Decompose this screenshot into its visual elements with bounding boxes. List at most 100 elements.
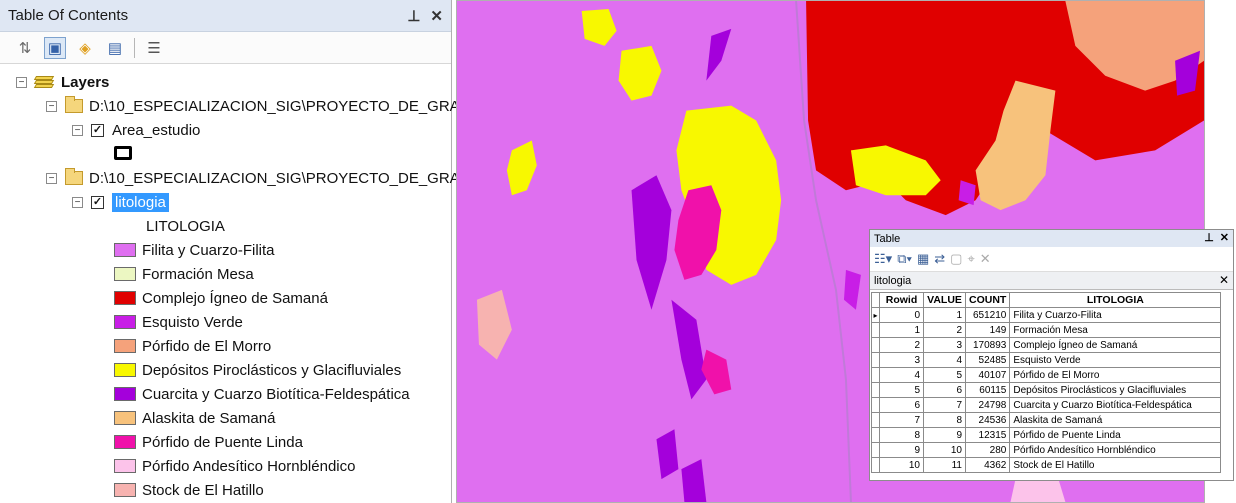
legend-swatch[interactable]: [114, 459, 136, 473]
row-selector[interactable]: [871, 322, 880, 338]
table-row[interactable]: 6 7 24798 Cuarcita y Cuarzo Biotítica-Felde…: [871, 397, 1222, 413]
pin-icon[interactable]: ⊥: [407, 8, 421, 25]
cell-value[interactable]: 11: [923, 457, 966, 473]
cell-value[interactable]: 7: [923, 397, 966, 413]
cell-count[interactable]: 149: [964, 322, 1011, 338]
close-icon[interactable]: ✕: [1219, 232, 1229, 244]
cell-litologia[interactable]: Pórfido de El Morro: [1009, 367, 1222, 383]
cell-count[interactable]: 24536: [964, 412, 1011, 428]
column-header-rowid[interactable]: Rowid: [879, 292, 924, 308]
legend-swatch[interactable]: [114, 315, 136, 329]
cell-count[interactable]: 60115: [964, 382, 1011, 398]
close-tab-icon[interactable]: ✕: [1218, 273, 1229, 287]
list-by-drawing-order-icon[interactable]: ⇅: [18, 39, 32, 57]
cell-rowid[interactable]: 5: [879, 382, 924, 398]
table-row[interactable]: 5 6 60115 Depósitos Piroclásticos y Glacifl…: [871, 382, 1222, 398]
list-by-visibility-icon[interactable]: ◈: [79, 39, 91, 57]
cell-value[interactable]: 4: [923, 352, 966, 368]
collapse-icon[interactable]: −: [46, 172, 57, 184]
list-by-selection-icon[interactable]: ▤: [107, 39, 123, 57]
cell-value[interactable]: 6: [923, 382, 966, 398]
table-tab[interactable]: litologia ✕: [870, 272, 1233, 290]
cell-count[interactable]: 651210: [964, 307, 1011, 323]
legend-swatch[interactable]: [114, 387, 136, 401]
legend-swatch[interactable]: [114, 291, 136, 305]
cell-rowid[interactable]: 9: [879, 442, 924, 458]
table-row[interactable]: 8 9 12315 Pórfido de Puente Linda: [871, 427, 1222, 443]
row-selector[interactable]: [871, 382, 880, 398]
cell-litologia[interactable]: Alaskita de Samaná: [1009, 412, 1222, 428]
row-selector[interactable]: ▸: [871, 307, 880, 323]
table-row[interactable]: ▸ 0 1 651210 Filita y Cuarzo-Filita: [871, 307, 1222, 323]
tree-root-layers[interactable]: − Layers: [16, 70, 109, 94]
cell-value[interactable]: 2: [923, 322, 966, 338]
pin-icon[interactable]: ⊥: [1204, 232, 1214, 244]
row-selector[interactable]: [871, 367, 880, 383]
cell-value[interactable]: 8: [923, 412, 966, 428]
cell-rowid[interactable]: 3: [879, 352, 924, 368]
legend-swatch[interactable]: [114, 267, 136, 281]
cell-count[interactable]: 170893: [964, 337, 1011, 353]
row-selector[interactable]: [871, 427, 880, 443]
cell-rowid[interactable]: 8: [879, 427, 924, 443]
legend-swatch[interactable]: [114, 363, 136, 377]
collapse-icon[interactable]: −: [72, 196, 83, 208]
close-icon[interactable]: ✕: [430, 8, 443, 25]
legend-item[interactable]: Pórfido de Puente Linda: [114, 430, 303, 454]
switch-selection-icon[interactable]: ⇄: [934, 251, 946, 266]
cell-litologia[interactable]: Pórfido de Puente Linda: [1009, 427, 1222, 443]
cell-litologia[interactable]: Depósitos Piroclásticos y Glacifluviales: [1009, 382, 1222, 398]
zoom-to-selected-icon[interactable]: ⌖: [967, 251, 975, 266]
table-row[interactable]: 3 4 52485 Esquisto Verde: [871, 352, 1222, 368]
cell-rowid[interactable]: 1: [879, 322, 924, 338]
cell-rowid[interactable]: 0: [879, 307, 924, 323]
legend-item[interactable]: Pórfido de El Morro: [114, 334, 271, 358]
row-selector[interactable]: [871, 352, 880, 368]
cell-rowid[interactable]: 10: [879, 457, 924, 473]
collapse-icon[interactable]: −: [72, 124, 83, 136]
attribute-table-window[interactable]: Table ⊥ ✕ ☷▾ ⧉▾ ▦ ⇄ ▢ ⌖ ✕ litologia ✕ Ro…: [869, 229, 1234, 481]
options-icon[interactable]: ☰: [147, 39, 161, 57]
legend-swatch[interactable]: [114, 411, 136, 425]
legend-item[interactable]: Alaskita de Samaná: [114, 406, 275, 430]
collapse-icon[interactable]: −: [16, 76, 27, 88]
table-row[interactable]: 4 5 40107 Pórfido de El Morro: [871, 367, 1222, 383]
related-tables-icon[interactable]: ⧉▾: [897, 251, 912, 266]
legend-item[interactable]: Complejo Ígneo de Samaná: [114, 286, 328, 310]
cell-value[interactable]: 5: [923, 367, 966, 383]
legend-swatch[interactable]: [114, 339, 136, 353]
row-selector[interactable]: [871, 397, 880, 413]
cell-litologia[interactable]: Pórfido Andesítico Hornbléndico: [1009, 442, 1222, 458]
legend-item[interactable]: Pórfido Andesítico Hornbléndico: [114, 454, 355, 478]
legend-item[interactable]: Cuarcita y Cuarzo Biotítica-Feldespática: [114, 382, 410, 406]
cell-litologia[interactable]: Cuarcita y Cuarzo Biotítica-Feldespática: [1009, 397, 1222, 413]
cell-litologia[interactable]: Filita y Cuarzo-Filita: [1009, 307, 1222, 323]
row-selector[interactable]: [871, 337, 880, 353]
tree-group-2[interactable]: − D:\10_ESPECIALIZACION_SIG\PROYECTO_DE_…: [46, 166, 460, 190]
table-row[interactable]: 10 11 4362 Stock de El Hatillo: [871, 457, 1222, 473]
legend-item[interactable]: Stock de El Hatillo: [114, 478, 264, 502]
cell-count[interactable]: 40107: [964, 367, 1011, 383]
tree-group-1[interactable]: − D:\10_ESPECIALIZACION_SIG\PROYECTO_DE_…: [46, 94, 460, 118]
table-row[interactable]: 1 2 149 Formación Mesa: [871, 322, 1222, 338]
legend-item[interactable]: Filita y Cuarzo-Filita: [114, 238, 275, 262]
cell-rowid[interactable]: 7: [879, 412, 924, 428]
cell-value[interactable]: 10: [923, 442, 966, 458]
cell-count[interactable]: 24798: [964, 397, 1011, 413]
delete-selected-icon[interactable]: ✕: [979, 251, 991, 266]
cell-count[interactable]: 12315: [964, 427, 1011, 443]
table-row[interactable]: 7 8 24536 Alaskita de Samaná: [871, 412, 1222, 428]
row-selector[interactable]: [871, 457, 880, 473]
table-row[interactable]: 2 3 170893 Complejo Ígneo de Samaná: [871, 337, 1222, 353]
cell-value[interactable]: 3: [923, 337, 966, 353]
table-options-icon[interactable]: ☷▾: [874, 251, 893, 266]
cell-rowid[interactable]: 2: [879, 337, 924, 353]
cell-count[interactable]: 280: [964, 442, 1011, 458]
column-header-value[interactable]: VALUE: [923, 292, 966, 308]
clear-selection-icon[interactable]: ▢: [950, 251, 963, 266]
cell-count[interactable]: 52485: [964, 352, 1011, 368]
cell-count[interactable]: 4362: [964, 457, 1011, 473]
legend-swatch[interactable]: [114, 243, 136, 257]
visibility-checkbox[interactable]: ✓: [91, 123, 104, 137]
legend-swatch[interactable]: [114, 435, 136, 449]
